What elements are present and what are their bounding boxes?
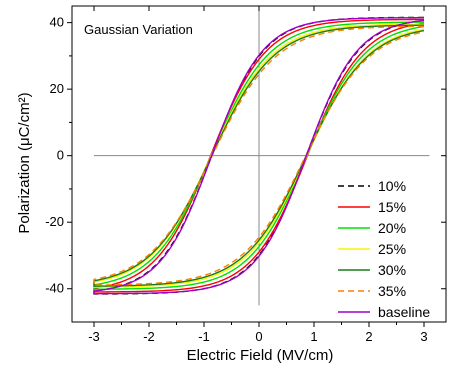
legend-label: 35%: [378, 283, 406, 299]
legend-label: 10%: [378, 178, 406, 194]
x-tick-label: 0: [255, 329, 262, 344]
legend-label: 15%: [378, 199, 406, 215]
y-axis-label: Polarization (μC/cm²): [16, 92, 33, 233]
series-line-35pct: [93, 25, 425, 286]
y-tick-label: 20: [50, 81, 64, 96]
y-tick-label: -40: [45, 281, 64, 296]
x-tick-label: -3: [88, 329, 100, 344]
x-tick-label: 3: [420, 329, 427, 344]
x-tick-label: -1: [198, 329, 210, 344]
y-tick-label: 0: [57, 148, 64, 163]
x-axis-label: Electric Field (MV/cm): [187, 347, 334, 364]
legend-label: 30%: [378, 262, 406, 278]
legend-label: 25%: [378, 241, 406, 257]
y-tick-label: -20: [45, 214, 64, 229]
x-tick-label: 2: [365, 329, 372, 344]
series-line-30pct: [93, 24, 425, 287]
x-tick-label: 1: [310, 329, 317, 344]
x-tick-label: -2: [143, 329, 155, 344]
series-line-baseline: [93, 17, 425, 295]
legend-label: 20%: [378, 220, 406, 236]
y-tick-label: 40: [50, 15, 64, 30]
legend-label: baseline: [378, 304, 430, 320]
chart-title: Gaussian Variation: [84, 22, 193, 37]
